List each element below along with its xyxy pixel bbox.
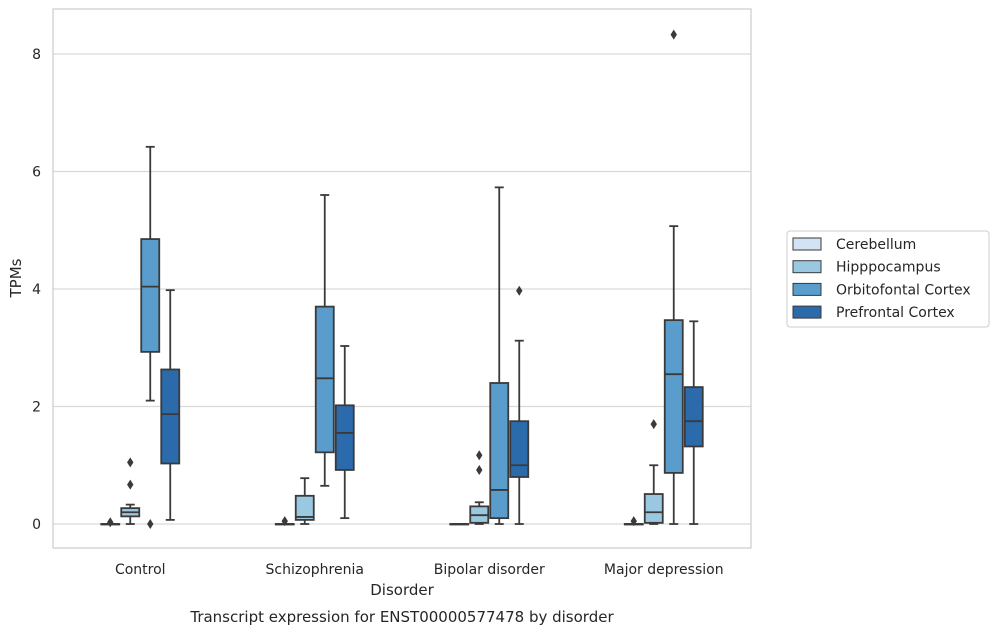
legend-swatch (792, 260, 822, 274)
legend: Cerebellum Hipppocampus Orbitofontal Corte… (786, 230, 990, 328)
y-tick-label: 4 (32, 282, 41, 298)
legend-label: Orbitofontal Cortex (836, 282, 971, 298)
box-iqr (314, 305, 335, 454)
legend-swatch (792, 305, 822, 319)
outlier-point (281, 516, 288, 527)
box (274, 516, 295, 527)
box (294, 477, 315, 525)
x-tick-label: Control (115, 562, 166, 578)
x-axis-ticks: Control Schizophrenia Bipolar disorder Majo… (115, 562, 724, 578)
series-orbitofontal-cortex (140, 29, 684, 529)
box-iqr (294, 494, 315, 521)
outlier-point (147, 519, 154, 529)
box (314, 194, 335, 487)
box (489, 186, 510, 525)
y-tick-label: 2 (32, 400, 41, 416)
box (663, 29, 684, 525)
box (623, 516, 644, 527)
outlier-point (670, 29, 677, 40)
legend-frame (786, 230, 990, 328)
outlier-point (476, 464, 483, 475)
outlier-point (127, 479, 134, 490)
x-tick-label: Bipolar disorder (434, 562, 545, 578)
box-iqr (160, 368, 181, 465)
box (449, 523, 470, 526)
box (160, 289, 181, 521)
x-tick-label: Schizophrenia (266, 562, 364, 578)
box (100, 517, 121, 528)
series-prefrontal-cortex (160, 285, 704, 525)
legend-swatch (792, 282, 822, 296)
y-axis-title: TPMs (7, 258, 25, 298)
box-iqr (683, 386, 704, 448)
outlier-point (107, 517, 114, 528)
outlier-point (630, 516, 637, 527)
box-iqr (140, 238, 161, 353)
box (683, 320, 704, 525)
legend-label: Prefrontal Cortex (836, 305, 955, 321)
outlier-point (516, 285, 523, 296)
plot-area-frame (52, 8, 752, 549)
x-axis-title: Disorder (370, 581, 434, 599)
outlier-point (476, 450, 483, 461)
box-series (100, 29, 704, 529)
box (140, 145, 161, 529)
legend-swatch (792, 237, 822, 251)
y-axis-ticks: 0 2 4 6 8 (32, 47, 41, 533)
box-iqr (663, 319, 684, 474)
box-iqr (489, 382, 510, 520)
y-tick-label: 0 (32, 517, 41, 533)
series-cerebellum (100, 516, 644, 528)
x-tick-label: Major depression (604, 562, 724, 578)
y-tick-label: 8 (32, 47, 41, 63)
box (334, 345, 355, 520)
legend-label: Cerebellum (836, 237, 916, 253)
box (469, 450, 490, 525)
box-iqr (334, 404, 355, 471)
legend-label: Hipppocampus (836, 260, 941, 276)
box-iqr (509, 420, 530, 478)
y-tick-label: 6 (32, 165, 41, 181)
box (509, 285, 530, 525)
series-hipppocampus (120, 419, 664, 525)
box-iqr (643, 493, 664, 524)
box (120, 457, 141, 525)
box (643, 419, 664, 525)
outlier-point (127, 457, 134, 468)
outlier-point (650, 419, 657, 430)
chart-caption: Transcript expression for ENST0000057747… (189, 608, 614, 626)
